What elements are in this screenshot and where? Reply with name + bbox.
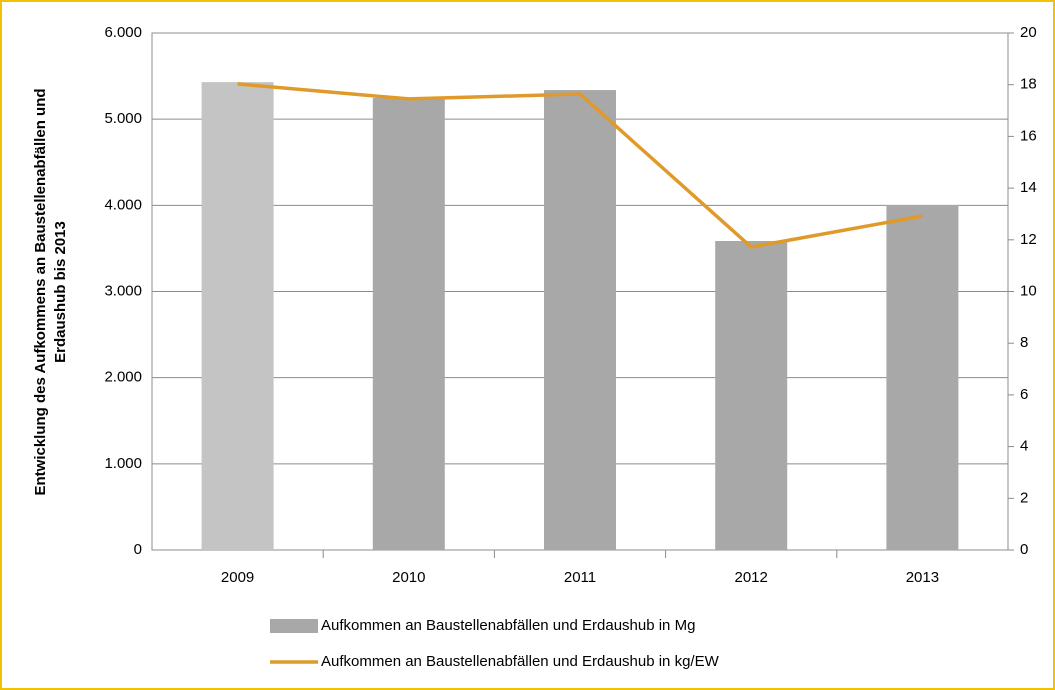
bar: [544, 90, 616, 551]
y2-tick-label: 12: [1020, 231, 1037, 248]
x-tick-label: 2011: [564, 569, 596, 586]
legend-swatch: [270, 619, 318, 633]
y-tick-label: 6.000: [104, 24, 142, 41]
y2-tick-label: 20: [1020, 24, 1037, 41]
y-tick-label: 4.000: [104, 196, 142, 213]
y2-tick-label: 2: [1020, 489, 1028, 506]
x-tick-label: 2012: [735, 569, 768, 586]
legend-label: Aufkommen an Baustellenabfällen und Erda…: [321, 617, 695, 634]
y2-tick-label: 18: [1020, 76, 1037, 93]
bar: [201, 82, 274, 551]
bar: [715, 241, 788, 550]
y-axis-title: Entwicklung des Aufkommens an Baustellen…: [32, 88, 69, 495]
legend-label: Aufkommen an Baustellenabfällen und Erda…: [321, 653, 720, 670]
bar: [886, 204, 959, 551]
y2-tick-label: 16: [1020, 127, 1037, 144]
y-axis-title-line: Erdaushub bis 2013: [52, 221, 69, 363]
y-tick-label: 3.000: [104, 282, 142, 299]
y2-tick-label: 6: [1020, 386, 1028, 403]
bar: [372, 98, 445, 550]
y-tick-label: 2.000: [104, 369, 142, 386]
x-tick-label: 2013: [906, 569, 939, 586]
y-tick-label: 0: [134, 541, 142, 558]
x-tick-label: 2010: [392, 569, 425, 586]
y2-tick-label: 10: [1020, 282, 1037, 299]
line: [237, 82, 923, 249]
y2-tick-label: 4: [1020, 438, 1028, 455]
x-tick-label: 2009: [221, 569, 254, 586]
y2-tick-label: 0: [1020, 541, 1028, 558]
y2-tick-label: 14: [1020, 179, 1037, 196]
y-tick-label: 1.000: [104, 455, 142, 472]
y2-tick-label: 8: [1020, 334, 1028, 351]
y-tick-label: 5.000: [104, 110, 142, 127]
y-axis-title-line: Entwicklung des Aufkommens an Baustellen…: [32, 88, 49, 495]
